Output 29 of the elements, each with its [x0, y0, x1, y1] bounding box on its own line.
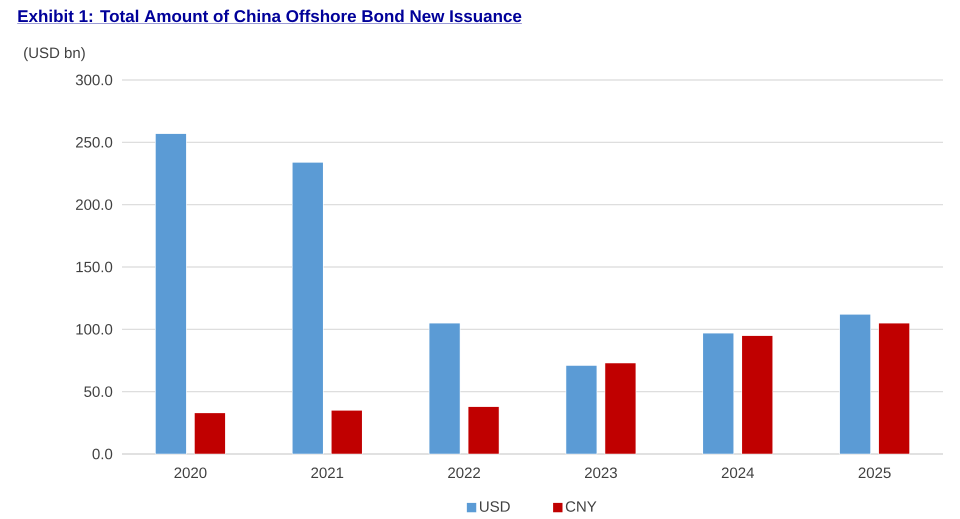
bar	[194, 412, 226, 454]
y-tick-label: 150.0	[76, 262, 112, 272]
bar	[428, 322, 460, 454]
y-tick-label: 50.0	[84, 386, 112, 397]
x-tick-label: 2024	[722, 467, 754, 478]
bar	[878, 322, 910, 454]
x-tick-label: 2022	[448, 467, 480, 478]
x-tick-label: 2025	[858, 467, 891, 478]
y-tick-label: 0.0	[92, 448, 112, 460]
legend-label: USD	[480, 501, 510, 512]
bar	[566, 365, 598, 454]
x-tick-label: 2020	[174, 467, 206, 478]
bar	[155, 133, 187, 454]
chart-title: Exhibit 1: Total Amount of China Offshore Bond New Issuance	[18, 10, 522, 22]
y-axis-title: (USD bn)	[24, 47, 85, 62]
y-tick-label: 100.0	[76, 324, 112, 335]
bar	[330, 410, 363, 454]
y-tick-label: 200.0	[76, 199, 112, 210]
legend-label: CNY	[566, 501, 596, 512]
y-tick-label: 300.0	[76, 74, 112, 86]
bar	[468, 406, 500, 454]
bar	[702, 332, 734, 454]
bar	[292, 162, 324, 454]
bar	[604, 362, 636, 454]
x-tick-label: 2023	[584, 467, 617, 478]
bar	[839, 314, 871, 454]
bar	[741, 335, 774, 454]
x-tick-label: 2021	[311, 467, 344, 478]
y-tick-label: 250.0	[76, 137, 112, 148]
